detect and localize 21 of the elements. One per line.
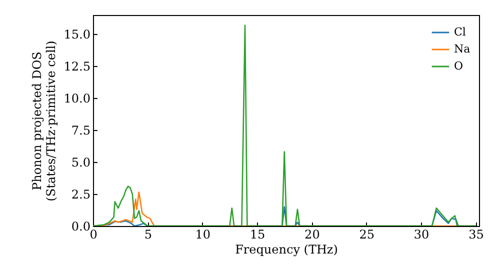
y-tick-label: 2.5 (71, 188, 90, 202)
x-tick-label: 30 (414, 228, 430, 242)
x-tick-label: 5 (144, 228, 152, 242)
legend-label: O (454, 60, 464, 72)
x-tick-label: 35 (468, 228, 484, 242)
legend-label: Cl (454, 26, 466, 38)
y-tick-label: 7.5 (71, 124, 90, 138)
x-tick-label: 25 (359, 228, 375, 242)
line-series (93, 24, 476, 226)
x-tick-label: 0 (90, 228, 98, 242)
y-tick-label: 0.0 (71, 220, 90, 234)
x-axis-title: Frequency (THz) (235, 242, 338, 256)
legend-label: Na (454, 42, 471, 56)
y-tick-label: 5.0 (71, 156, 90, 170)
x-tick-label: 15 (250, 228, 266, 242)
x-tick-label: 20 (304, 228, 320, 242)
y-tick-label: 10.0 (64, 92, 90, 106)
y-axis-title: Phonon projected DOS (States/THz·primitive cell) (30, 40, 58, 202)
x-tick-label: 10 (195, 228, 210, 242)
y-tick-label: 12.5 (64, 60, 90, 74)
y-tick-label: 15.0 (64, 28, 90, 42)
